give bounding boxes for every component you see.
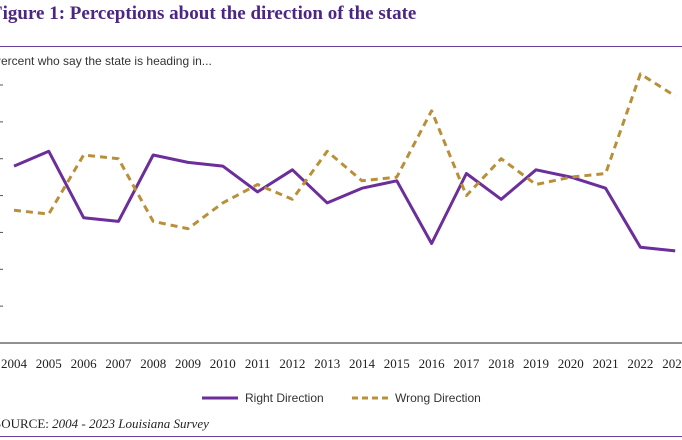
source-text: 2004 - 2023 Louisiana Survey xyxy=(52,416,209,431)
data-point xyxy=(604,172,607,175)
title-rule xyxy=(0,46,682,47)
data-point xyxy=(465,172,468,175)
x-tick-label: 2006 xyxy=(71,356,98,371)
line-chart: 2004 2005 2006 2007 2008 2009 2010 2011 2012 2013… xyxy=(0,72,682,371)
x-tick-label: 2015 xyxy=(384,356,410,371)
x-tick-label: 2008 xyxy=(140,356,166,371)
legend-label-right-direction: Right Direction xyxy=(245,391,324,405)
legend-swatch-dashed xyxy=(352,396,388,400)
data-point xyxy=(500,198,503,201)
legend: Right Direction Wrong Direction xyxy=(0,391,682,409)
chart-title: Figure 1: Perceptions about the directio… xyxy=(0,3,417,24)
source-label: SOURCE: xyxy=(0,416,49,431)
data-point xyxy=(152,154,155,157)
series-line-right-direction xyxy=(13,149,676,253)
data-point xyxy=(13,165,16,168)
x-tick-label: 2014 xyxy=(349,356,376,371)
data-point xyxy=(361,187,364,190)
x-tick-label: 2016 xyxy=(419,356,446,371)
data-point xyxy=(674,95,677,98)
data-point xyxy=(639,72,642,75)
x-tick-label: 2023 xyxy=(662,356,682,371)
legend-item-right-direction: Right Direction xyxy=(202,391,324,405)
x-tick-label: 2013 xyxy=(314,356,340,371)
data-point xyxy=(500,157,503,160)
data-point xyxy=(535,183,538,186)
data-point xyxy=(47,213,50,216)
data-point xyxy=(82,216,85,219)
data-point xyxy=(639,246,642,249)
data-point xyxy=(221,201,224,204)
data-point xyxy=(465,194,468,197)
legend-label-wrong-direction: Wrong Direction xyxy=(395,391,481,405)
x-tick-label: 2011 xyxy=(245,356,271,371)
x-tick-label: 2021 xyxy=(593,356,619,371)
data-point xyxy=(291,168,294,171)
x-tick-label: 2005 xyxy=(36,356,62,371)
data-point xyxy=(221,165,224,168)
data-point xyxy=(82,154,85,157)
bottom-rule xyxy=(0,436,682,437)
data-point xyxy=(674,249,677,252)
data-point xyxy=(47,150,50,153)
x-tick-label: 2017 xyxy=(453,356,480,371)
data-point xyxy=(256,190,259,193)
data-point xyxy=(430,109,433,112)
data-point xyxy=(395,179,398,182)
chart-subtitle: Percent who say the state is heading in.… xyxy=(0,54,212,68)
x-tick-label: 2020 xyxy=(558,356,584,371)
data-point xyxy=(326,201,329,204)
x-tick-label: 2004 xyxy=(1,356,28,371)
x-tick-label: 2022 xyxy=(627,356,653,371)
data-point xyxy=(291,198,294,201)
data-point xyxy=(187,161,190,164)
x-tick-label: 2019 xyxy=(523,356,549,371)
data-point xyxy=(569,176,572,179)
data-point xyxy=(117,220,120,223)
data-point xyxy=(604,187,607,190)
data-point xyxy=(326,150,329,153)
data-point xyxy=(187,227,190,230)
data-point xyxy=(361,179,364,182)
x-tick-label: 2012 xyxy=(279,356,305,371)
x-tick-label: 2009 xyxy=(175,356,201,371)
legend-swatch-solid xyxy=(202,396,238,400)
data-point xyxy=(13,209,16,212)
data-point xyxy=(117,157,120,160)
x-tick-label: 2007 xyxy=(105,356,132,371)
data-point xyxy=(535,168,538,171)
data-point xyxy=(395,176,398,179)
legend-item-wrong-direction: Wrong Direction xyxy=(352,391,481,405)
data-point xyxy=(430,242,433,245)
source-note: SOURCE: 2004 - 2023 Louisiana Survey xyxy=(0,416,209,432)
data-point xyxy=(152,220,155,223)
x-tick-label: 2018 xyxy=(488,356,514,371)
data-point xyxy=(256,183,259,186)
series-line-wrong-direction xyxy=(13,72,677,231)
x-tick-label: 2010 xyxy=(210,356,236,371)
